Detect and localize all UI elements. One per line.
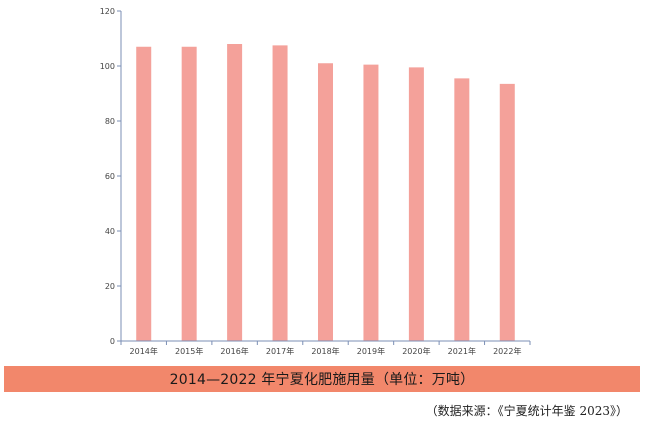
x-tick-label: 2021年	[448, 346, 476, 356]
bars	[136, 44, 515, 341]
x-tick-label: 2015年	[175, 346, 203, 356]
bar	[363, 64, 379, 341]
x-tick-label: 2018年	[311, 346, 339, 356]
bar-chart: 0 20 40 60 80 100 120 2014年 2015年 2016年 2017年 2018…	[100, 7, 531, 356]
y-tick-label: 60	[105, 172, 115, 181]
chart-caption: 2014—2022 年宁夏化肥施用量（单位：万吨）	[169, 372, 475, 388]
x-tick-label: 2017年	[266, 346, 294, 356]
y-tick-label: 120	[100, 7, 115, 16]
y-tick-label: 20	[105, 282, 115, 291]
x-tick-label: 2022年	[493, 346, 521, 356]
x-axis: 2014年 2015年 2016年 2017年 2018年 2019年 2020年 2021年…	[120, 340, 531, 356]
bar	[454, 78, 470, 341]
bar	[408, 67, 424, 341]
bar	[272, 45, 288, 341]
bar	[318, 63, 333, 341]
y-tick-label: 40	[105, 227, 115, 236]
y-tick-label: 0	[110, 337, 115, 346]
bar	[181, 46, 197, 341]
y-tick-label: 80	[105, 117, 115, 126]
bar	[136, 46, 152, 341]
data-source-note: （数据来源：《宁夏统计年鉴 2023》）	[425, 404, 628, 418]
bar	[227, 44, 243, 341]
caption-bar: 2014—2022 年宁夏化肥施用量（单位：万吨）	[4, 366, 640, 392]
x-tick-label: 2019年	[357, 346, 385, 356]
x-tick-label: 2016年	[220, 346, 248, 356]
y-tick-label: 100	[100, 62, 115, 71]
bar	[499, 83, 515, 341]
y-axis: 0 20 40 60 80 100 120	[100, 7, 122, 346]
x-tick-label: 2014年	[130, 346, 158, 356]
x-tick-label: 2020年	[402, 346, 430, 356]
